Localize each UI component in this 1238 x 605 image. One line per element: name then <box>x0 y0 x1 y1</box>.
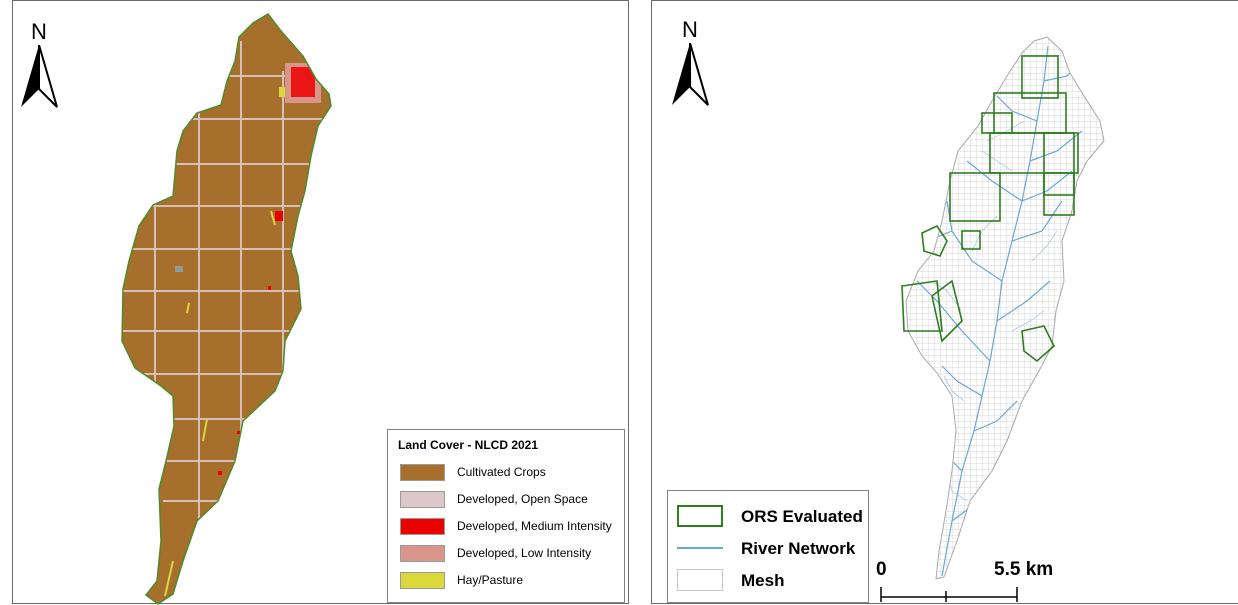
scale-bar: 0 5.5 km <box>874 559 1174 603</box>
scale-start-label: 0 <box>876 559 887 580</box>
legend-label: Hay/Pasture <box>457 573 524 587</box>
swatch-developed-open-space <box>400 491 445 508</box>
swatch-cultivated-crops <box>400 464 445 481</box>
legend-label: ORS Evaluated <box>741 507 863 526</box>
land-cover-map-panel: N <box>12 0 629 605</box>
legend-label: Mesh <box>741 571 785 590</box>
legend-title: Land Cover - NLCD 2021 <box>398 438 539 452</box>
ors-evaluated-polygons <box>901 55 1079 363</box>
legend-label: River Network <box>741 539 856 558</box>
gray-outline-box-icon <box>677 569 723 591</box>
legend-label: Developed, Low Intensity <box>457 546 592 560</box>
scale-bar-graphic <box>880 587 1018 602</box>
ors-legend: ORS Evaluated River Network Mesh <box>667 490 869 603</box>
swatch-developed-low-intensity <box>400 545 445 562</box>
legend-label: Developed, Medium Intensity <box>457 519 612 533</box>
blue-line-icon <box>677 537 723 559</box>
land-cover-legend: Land Cover - NLCD 2021 Cultivated Crops … <box>387 429 625 603</box>
swatch-developed-medium-intensity <box>400 518 445 535</box>
legend-label: Cultivated Crops <box>457 465 546 479</box>
legend-label: Developed, Open Space <box>457 492 588 506</box>
scale-end-label: 5.5 km <box>994 559 1054 580</box>
ors-mesh-map-panel: N <box>651 0 1238 604</box>
green-outline-box-icon <box>677 505 723 527</box>
north-arrow-icon <box>21 45 58 108</box>
north-arrow-label: N <box>31 19 47 44</box>
land-cover-map <box>121 13 332 605</box>
mesh-river-map <box>901 36 1105 580</box>
north-arrow-icon <box>672 43 709 106</box>
north-arrow-label: N <box>682 17 698 42</box>
swatch-hay-pasture <box>400 572 445 589</box>
watershed-boundary <box>121 13 332 605</box>
